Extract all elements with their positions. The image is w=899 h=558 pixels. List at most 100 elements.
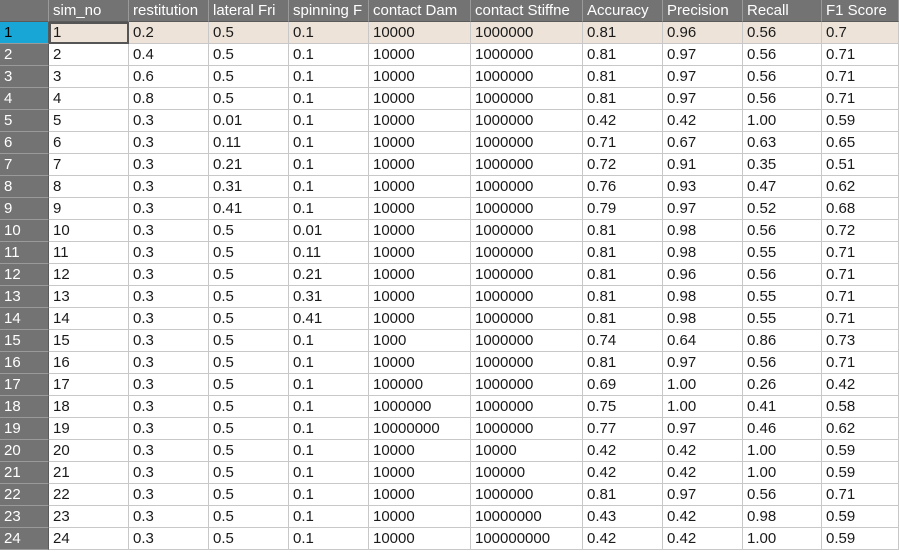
- table-cell[interactable]: 17: [49, 374, 129, 396]
- table-cell[interactable]: 100000000: [471, 528, 583, 550]
- table-cell[interactable]: 0.5: [209, 88, 289, 110]
- table-cell[interactable]: 15: [49, 330, 129, 352]
- table-cell[interactable]: 0.71: [822, 44, 899, 66]
- table-cell[interactable]: 3: [49, 66, 129, 88]
- table-cell[interactable]: 0.5: [209, 418, 289, 440]
- table-cell[interactable]: 0.5: [209, 220, 289, 242]
- table-cell[interactable]: 4: [49, 88, 129, 110]
- table-cell[interactable]: 1000000: [471, 330, 583, 352]
- table-cell[interactable]: 1000000: [471, 352, 583, 374]
- table-cell[interactable]: 0.56: [743, 22, 822, 44]
- table-cell[interactable]: 0.3: [129, 198, 209, 220]
- row-header[interactable]: 11: [0, 242, 49, 264]
- table-cell[interactable]: 10000: [369, 352, 471, 374]
- table-cell[interactable]: 0.58: [822, 396, 899, 418]
- table-cell[interactable]: 10000: [369, 66, 471, 88]
- table-cell[interactable]: 0.97: [663, 44, 743, 66]
- table-cell[interactable]: 0.42: [583, 110, 663, 132]
- row-header[interactable]: 12: [0, 264, 49, 286]
- table-cell[interactable]: 0.1: [289, 440, 369, 462]
- table-cell[interactable]: 1000000: [471, 484, 583, 506]
- column-header-accuracy[interactable]: Accuracy: [583, 0, 663, 22]
- column-header-recall[interactable]: Recall: [743, 0, 822, 22]
- table-cell[interactable]: 0.42: [663, 110, 743, 132]
- table-cell[interactable]: 1000000: [471, 88, 583, 110]
- table-cell[interactable]: 0.3: [129, 330, 209, 352]
- table-cell[interactable]: 0.3: [129, 462, 209, 484]
- table-cell[interactable]: 0.1: [289, 462, 369, 484]
- table-cell[interactable]: 0.41: [289, 308, 369, 330]
- row-header[interactable]: 2: [0, 44, 49, 66]
- table-cell[interactable]: 0.52: [743, 198, 822, 220]
- table-cell[interactable]: 0.3: [129, 154, 209, 176]
- table-cell[interactable]: 0.3: [129, 242, 209, 264]
- table-cell[interactable]: 0.1: [289, 418, 369, 440]
- table-cell[interactable]: 0.71: [822, 286, 899, 308]
- table-cell[interactable]: 0.1: [289, 22, 369, 44]
- table-cell[interactable]: 0.3: [129, 528, 209, 550]
- table-cell[interactable]: 0.01: [289, 220, 369, 242]
- table-cell[interactable]: 1000000: [471, 176, 583, 198]
- row-header[interactable]: 3: [0, 66, 49, 88]
- table-cell[interactable]: 0.1: [289, 374, 369, 396]
- table-cell[interactable]: 0.5: [209, 396, 289, 418]
- table-cell[interactable]: 0.81: [583, 484, 663, 506]
- table-cell[interactable]: 0.5: [209, 264, 289, 286]
- table-cell[interactable]: 13: [49, 286, 129, 308]
- table-cell[interactable]: 5: [49, 110, 129, 132]
- table-cell[interactable]: 0.26: [743, 374, 822, 396]
- row-header[interactable]: 21: [0, 462, 49, 484]
- table-cell[interactable]: 0.71: [583, 132, 663, 154]
- table-cell[interactable]: 0.98: [663, 308, 743, 330]
- table-cell[interactable]: 0.97: [663, 198, 743, 220]
- table-cell[interactable]: 0.72: [822, 220, 899, 242]
- table-cell[interactable]: 0.43: [583, 506, 663, 528]
- table-cell[interactable]: 1000000: [471, 154, 583, 176]
- row-header[interactable]: 13: [0, 286, 49, 308]
- table-cell[interactable]: 0.42: [663, 506, 743, 528]
- table-cell[interactable]: 0.55: [743, 286, 822, 308]
- table-cell[interactable]: 0.64: [663, 330, 743, 352]
- table-cell[interactable]: 0.73: [822, 330, 899, 352]
- table-cell[interactable]: 1000000: [471, 374, 583, 396]
- table-cell[interactable]: 0.5: [209, 528, 289, 550]
- table-cell[interactable]: 1.00: [663, 374, 743, 396]
- table-cell[interactable]: 22: [49, 484, 129, 506]
- table-cell[interactable]: 0.1: [289, 198, 369, 220]
- table-cell[interactable]: 100000: [471, 462, 583, 484]
- table-cell[interactable]: 0.5: [209, 242, 289, 264]
- row-header[interactable]: 10: [0, 220, 49, 242]
- table-cell[interactable]: 10000000: [471, 506, 583, 528]
- table-cell[interactable]: 0.71: [822, 352, 899, 374]
- table-cell[interactable]: 0.3: [129, 374, 209, 396]
- row-header[interactable]: 18: [0, 396, 49, 418]
- table-cell[interactable]: 0.42: [583, 440, 663, 462]
- table-cell[interactable]: 8: [49, 176, 129, 198]
- column-header-spinning-f[interactable]: spinning F: [289, 0, 369, 22]
- table-cell[interactable]: 16: [49, 352, 129, 374]
- table-cell[interactable]: 1000000: [471, 132, 583, 154]
- table-cell[interactable]: 0.75: [583, 396, 663, 418]
- table-cell[interactable]: 0.81: [583, 286, 663, 308]
- table-cell[interactable]: 1000000: [471, 242, 583, 264]
- table-cell[interactable]: 0.97: [663, 484, 743, 506]
- table-cell[interactable]: 0.69: [583, 374, 663, 396]
- table-cell[interactable]: 1000000: [471, 396, 583, 418]
- table-cell[interactable]: 0.01: [209, 110, 289, 132]
- table-cell[interactable]: 0.1: [289, 132, 369, 154]
- table-cell[interactable]: 0.59: [822, 462, 899, 484]
- table-cell[interactable]: 0.42: [663, 528, 743, 550]
- table-cell[interactable]: 0.55: [743, 308, 822, 330]
- table-cell[interactable]: 0.81: [583, 264, 663, 286]
- table-cell[interactable]: 0.56: [743, 352, 822, 374]
- table-cell[interactable]: 10000: [369, 132, 471, 154]
- table-cell[interactable]: 10000: [369, 110, 471, 132]
- table-cell[interactable]: 0.3: [129, 286, 209, 308]
- table-cell[interactable]: 1000000: [471, 264, 583, 286]
- table-cell[interactable]: 0.62: [822, 418, 899, 440]
- row-header[interactable]: 22: [0, 484, 49, 506]
- row-header[interactable]: 16: [0, 352, 49, 374]
- table-cell[interactable]: 10000: [369, 154, 471, 176]
- table-cell[interactable]: 0.56: [743, 88, 822, 110]
- table-cell[interactable]: 0.7: [822, 22, 899, 44]
